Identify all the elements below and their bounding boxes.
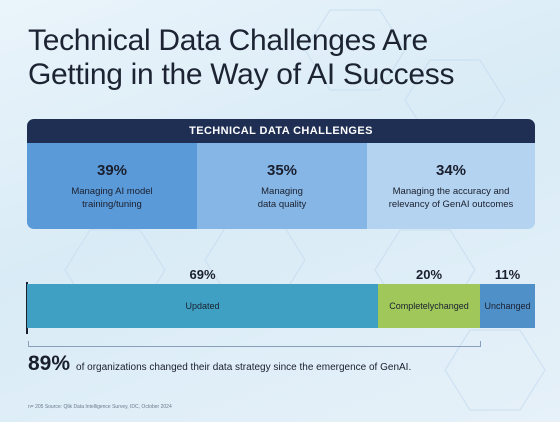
segment-label: Updated <box>185 300 220 311</box>
page-title: Technical Data Challenges Are Getting in… <box>28 24 455 91</box>
summary-text: of organizations changed their data stra… <box>76 362 412 373</box>
bar-value-labels: 69% 20% 11% <box>0 267 560 283</box>
bar-value-label: 11% <box>494 267 521 282</box>
panel-cells: 39% Managing AI model training/tuning 35… <box>27 143 535 229</box>
challenge-label-line1: Managing the accuracy and <box>392 185 510 197</box>
segment-label: Unchanged <box>484 300 531 311</box>
challenge-label-line2: data quality <box>257 198 307 210</box>
challenge-label-line2: training/tuning <box>82 198 142 210</box>
summary: 89% of organizations changed their data … <box>28 352 411 376</box>
challenge-cell-model-training: 39% Managing AI model training/tuning <box>27 143 197 229</box>
challenge-pct: 39% <box>96 161 128 179</box>
panel-header: TECHNICAL DATA CHALLENGES <box>27 119 535 143</box>
summary-bracket <box>28 341 481 347</box>
challenge-cell-genai-accuracy: 34% Managing the accuracy and relevancy … <box>367 143 535 229</box>
bar-value-label: 69% <box>189 267 216 282</box>
challenge-label: Managing data quality <box>258 185 307 211</box>
challenge-pct: 35% <box>266 161 298 179</box>
segment-label: Completely <box>389 300 435 311</box>
segment-label: changed <box>434 300 469 311</box>
bar-segment-unchanged: Unchanged <box>480 284 535 328</box>
source-footnote: n= 205 Source: Qlik Data Intelligence Su… <box>28 404 172 410</box>
bar-segment-updated: Updated <box>27 284 378 328</box>
bar-value-label: 20% <box>415 267 443 282</box>
challenge-cell-data-quality: 35% Managing data quality <box>197 143 367 229</box>
challenge-label-line2: relevancy of GenAI outcomes <box>388 198 514 210</box>
challenges-panel: TECHNICAL DATA CHALLENGES 39% Managing A… <box>27 119 535 229</box>
bar-segment-completely-changed: Completely changed <box>378 284 480 328</box>
challenge-label-line1: Managing AI model <box>71 185 153 197</box>
challenge-label-line1: Managing <box>261 185 303 197</box>
challenge-label: Managing AI model training/tuning <box>71 185 152 211</box>
challenge-label: Managing the accuracy and relevancy of G… <box>389 185 514 211</box>
stacked-bar: Updated Completely changed Unchanged <box>27 284 535 328</box>
summary-pct: 89% <box>28 352 71 375</box>
challenge-pct: 34% <box>435 161 467 179</box>
